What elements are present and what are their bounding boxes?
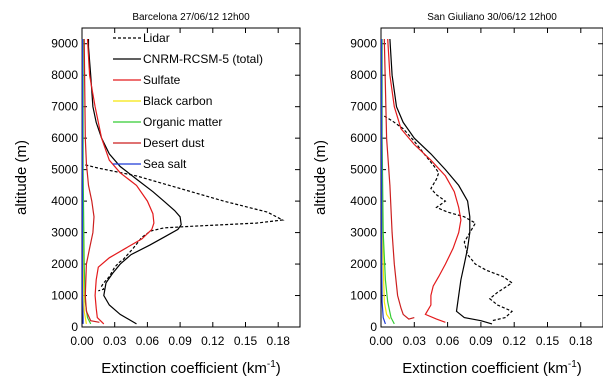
y-tick-label: 4000 [51,194,78,208]
x-tick-label: 0.12 [201,334,225,348]
x-tick-label: 0.18 [267,334,291,348]
legend: Lidar CNRM-RCSM-5 (total) Sulfate Black car… [113,31,263,171]
x-tick-label: 0.15 [536,334,560,348]
plot-frame [380,27,603,328]
y-axis-label: altitude (m) [312,140,329,215]
chart-panel-1: Barcelona 27/06/12 12h00 0 1000 2000 3000 400… [13,12,301,377]
y-tick-label: 3000 [350,226,377,240]
y-tick-label: 7000 [51,100,78,114]
series-line-lidar [85,164,285,292]
y-tick-label: 7000 [350,100,377,114]
chart-panel-2: San Giuliano 30/06/12 12h00 0 1000 2000 3000… [312,12,603,377]
legend-label: Sulfate [143,73,181,87]
y-tick-label: 4000 [350,194,377,208]
panel-title: Barcelona 27/06/12 12h00 [132,12,250,23]
x-tick-label: 0.06 [136,334,160,348]
legend-label: Lidar [143,31,170,45]
series-line-sulfate [86,38,155,325]
y-tick-label: 6000 [350,131,377,145]
y-tick-label: 8000 [51,68,78,82]
x-axis-label: Extinction coefficient (km-1) [101,359,281,377]
y-tick-label: 2000 [350,257,377,271]
x-tick-label: 0.09 [168,334,192,348]
y-tick-label: 8000 [350,68,377,82]
series-line-desert-dust [83,38,100,323]
y-tick-label: 5000 [51,163,78,177]
x-tick-label: 0.09 [469,334,493,348]
legend-label: Desert dust [143,136,205,150]
x-tick-label: 0.15 [234,334,258,348]
legend-label: CNRM-RCSM-5 (total) [143,52,263,66]
series-line-sea-salt [381,38,386,325]
y-tick-label: 0 [71,320,78,334]
x-tick-label: 0.03 [403,334,427,348]
series-line-cnrm-rcsm-5-total [87,39,182,325]
series-line-desert-dust [383,38,415,320]
y-axis-label: altitude (m) [13,140,30,215]
panel-title: San Giuliano 30/06/12 12h00 [427,12,557,23]
x-tick-label: 0.12 [503,334,527,348]
y-tick-label: 2000 [51,257,78,271]
x-tick-label: 0.00 [369,334,393,348]
x-tick-label: 0.03 [103,334,127,348]
plot-frame [81,27,301,328]
legend-label: Organic matter [143,115,222,129]
series-line-sulfate [387,38,462,323]
y-tick-label: 5000 [350,163,377,177]
series-line-lidar [383,115,514,322]
x-tick-label: 0.06 [436,334,460,348]
y-tick-label: 9000 [51,37,78,51]
y-tick-label: 1000 [350,289,377,303]
y-tick-label: 0 [370,320,377,334]
series-line-cnrm-rcsm-5-total [389,38,493,325]
x-tick-label: 0.00 [70,334,94,348]
x-axis-label: Extinction coefficient (km-1) [402,359,582,377]
y-tick-label: 6000 [51,131,78,145]
y-tick-label: 1000 [51,289,78,303]
legend-label: Sea salt [143,157,187,171]
y-tick-label: 3000 [51,226,78,240]
x-tick-label: 0.18 [569,334,593,348]
legend-label: Black carbon [143,94,212,108]
series-line-sea-salt [81,39,84,324]
y-tick-label: 9000 [350,37,377,51]
